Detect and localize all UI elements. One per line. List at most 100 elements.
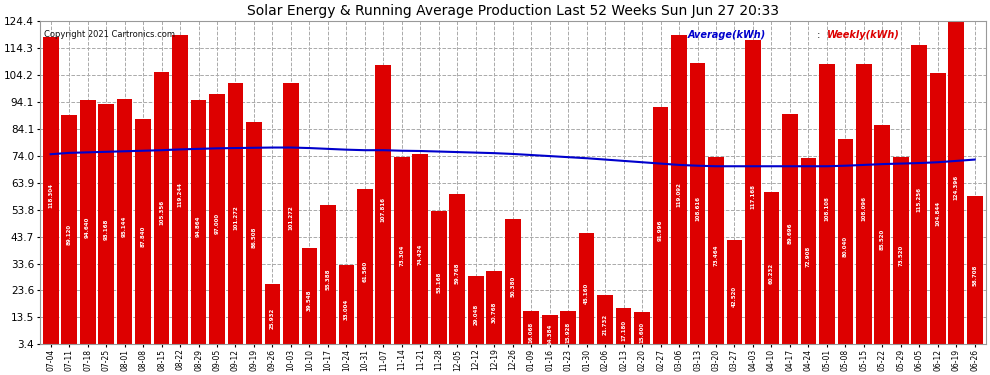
- Text: 104.844: 104.844: [936, 201, 940, 226]
- Bar: [727, 240, 742, 354]
- Bar: [930, 73, 945, 354]
- Text: 119.244: 119.244: [177, 182, 182, 207]
- Bar: [856, 64, 872, 354]
- Text: 61.560: 61.560: [362, 261, 367, 282]
- Bar: [98, 104, 114, 354]
- Text: 101.272: 101.272: [288, 206, 293, 230]
- Bar: [172, 34, 188, 354]
- Text: 73.464: 73.464: [714, 244, 719, 266]
- Text: 73.520: 73.520: [898, 244, 903, 266]
- Bar: [690, 63, 706, 354]
- Text: 14.384: 14.384: [547, 324, 552, 345]
- Text: 107.816: 107.816: [381, 197, 386, 222]
- Bar: [357, 189, 372, 354]
- Text: 89.120: 89.120: [66, 224, 71, 245]
- Bar: [320, 206, 336, 354]
- Bar: [302, 248, 317, 354]
- Text: 21.732: 21.732: [603, 314, 608, 335]
- Text: 87.840: 87.840: [141, 225, 146, 247]
- Text: 60.232: 60.232: [769, 262, 774, 284]
- Text: 94.864: 94.864: [196, 216, 201, 237]
- Bar: [394, 158, 410, 354]
- Bar: [43, 37, 58, 354]
- Text: 117.168: 117.168: [750, 184, 755, 209]
- Text: 58.708: 58.708: [972, 264, 977, 286]
- Text: 39.548: 39.548: [307, 290, 312, 311]
- Text: 74.424: 74.424: [418, 243, 423, 265]
- Text: 91.996: 91.996: [658, 220, 663, 241]
- Text: 50.380: 50.380: [510, 276, 515, 297]
- Bar: [413, 154, 428, 354]
- Bar: [264, 284, 280, 354]
- Bar: [671, 35, 687, 354]
- Text: 95.144: 95.144: [122, 216, 127, 237]
- Text: 101.272: 101.272: [233, 206, 238, 230]
- Text: 30.768: 30.768: [492, 302, 497, 323]
- Text: 72.908: 72.908: [806, 245, 811, 267]
- Bar: [819, 64, 835, 354]
- Bar: [505, 219, 521, 354]
- Bar: [449, 194, 465, 354]
- Text: 124.396: 124.396: [953, 174, 958, 200]
- Text: 25.932: 25.932: [270, 308, 275, 330]
- Text: 29.048: 29.048: [473, 304, 478, 325]
- Text: 118.304: 118.304: [49, 183, 53, 208]
- Text: 93.168: 93.168: [104, 218, 109, 240]
- Bar: [874, 125, 890, 354]
- Text: 115.256: 115.256: [917, 187, 922, 212]
- Bar: [339, 265, 354, 354]
- Bar: [153, 72, 169, 354]
- Text: 85.520: 85.520: [880, 228, 885, 250]
- Bar: [616, 308, 632, 354]
- Text: 119.092: 119.092: [676, 182, 681, 207]
- Bar: [468, 276, 483, 354]
- Text: 17.180: 17.180: [621, 320, 626, 341]
- Bar: [247, 122, 261, 354]
- Bar: [431, 211, 446, 354]
- Bar: [635, 312, 650, 354]
- Bar: [375, 65, 391, 354]
- Text: 59.768: 59.768: [454, 263, 459, 284]
- Bar: [893, 157, 909, 354]
- Bar: [560, 311, 576, 354]
- Text: 53.168: 53.168: [437, 272, 442, 293]
- Bar: [597, 296, 613, 354]
- Text: 16.068: 16.068: [529, 321, 534, 343]
- Text: 94.640: 94.640: [85, 216, 90, 238]
- Bar: [136, 118, 150, 354]
- Bar: [542, 315, 557, 354]
- Bar: [948, 21, 964, 354]
- Text: 45.160: 45.160: [584, 282, 589, 304]
- Bar: [838, 140, 853, 354]
- Bar: [209, 94, 225, 354]
- Text: 15.928: 15.928: [565, 322, 570, 343]
- Text: 55.388: 55.388: [326, 268, 331, 290]
- Bar: [579, 233, 594, 354]
- Text: 15.600: 15.600: [640, 322, 644, 343]
- Bar: [191, 100, 206, 354]
- Text: 108.108: 108.108: [825, 196, 830, 221]
- Text: :: :: [814, 30, 823, 40]
- Bar: [61, 115, 77, 354]
- Bar: [745, 40, 761, 354]
- Text: Weekly(kWh): Weekly(kWh): [827, 30, 900, 40]
- Text: 80.040: 80.040: [842, 236, 847, 257]
- Bar: [80, 100, 95, 354]
- Bar: [763, 192, 779, 354]
- Text: 33.004: 33.004: [344, 299, 348, 320]
- Bar: [967, 196, 983, 354]
- Bar: [117, 99, 133, 354]
- Text: 42.520: 42.520: [732, 286, 737, 307]
- Text: 73.304: 73.304: [399, 245, 404, 266]
- Bar: [524, 310, 539, 354]
- Text: 97.000: 97.000: [215, 213, 220, 234]
- Text: 105.356: 105.356: [159, 200, 164, 225]
- Text: Copyright 2021 Cartronics.com: Copyright 2021 Cartronics.com: [45, 30, 175, 39]
- Text: 89.696: 89.696: [787, 223, 792, 244]
- Bar: [652, 107, 668, 354]
- Bar: [283, 82, 299, 354]
- Text: 108.616: 108.616: [695, 196, 700, 221]
- Text: 86.508: 86.508: [251, 227, 256, 249]
- Bar: [912, 45, 928, 354]
- Text: Average(kWh): Average(kWh): [688, 30, 766, 40]
